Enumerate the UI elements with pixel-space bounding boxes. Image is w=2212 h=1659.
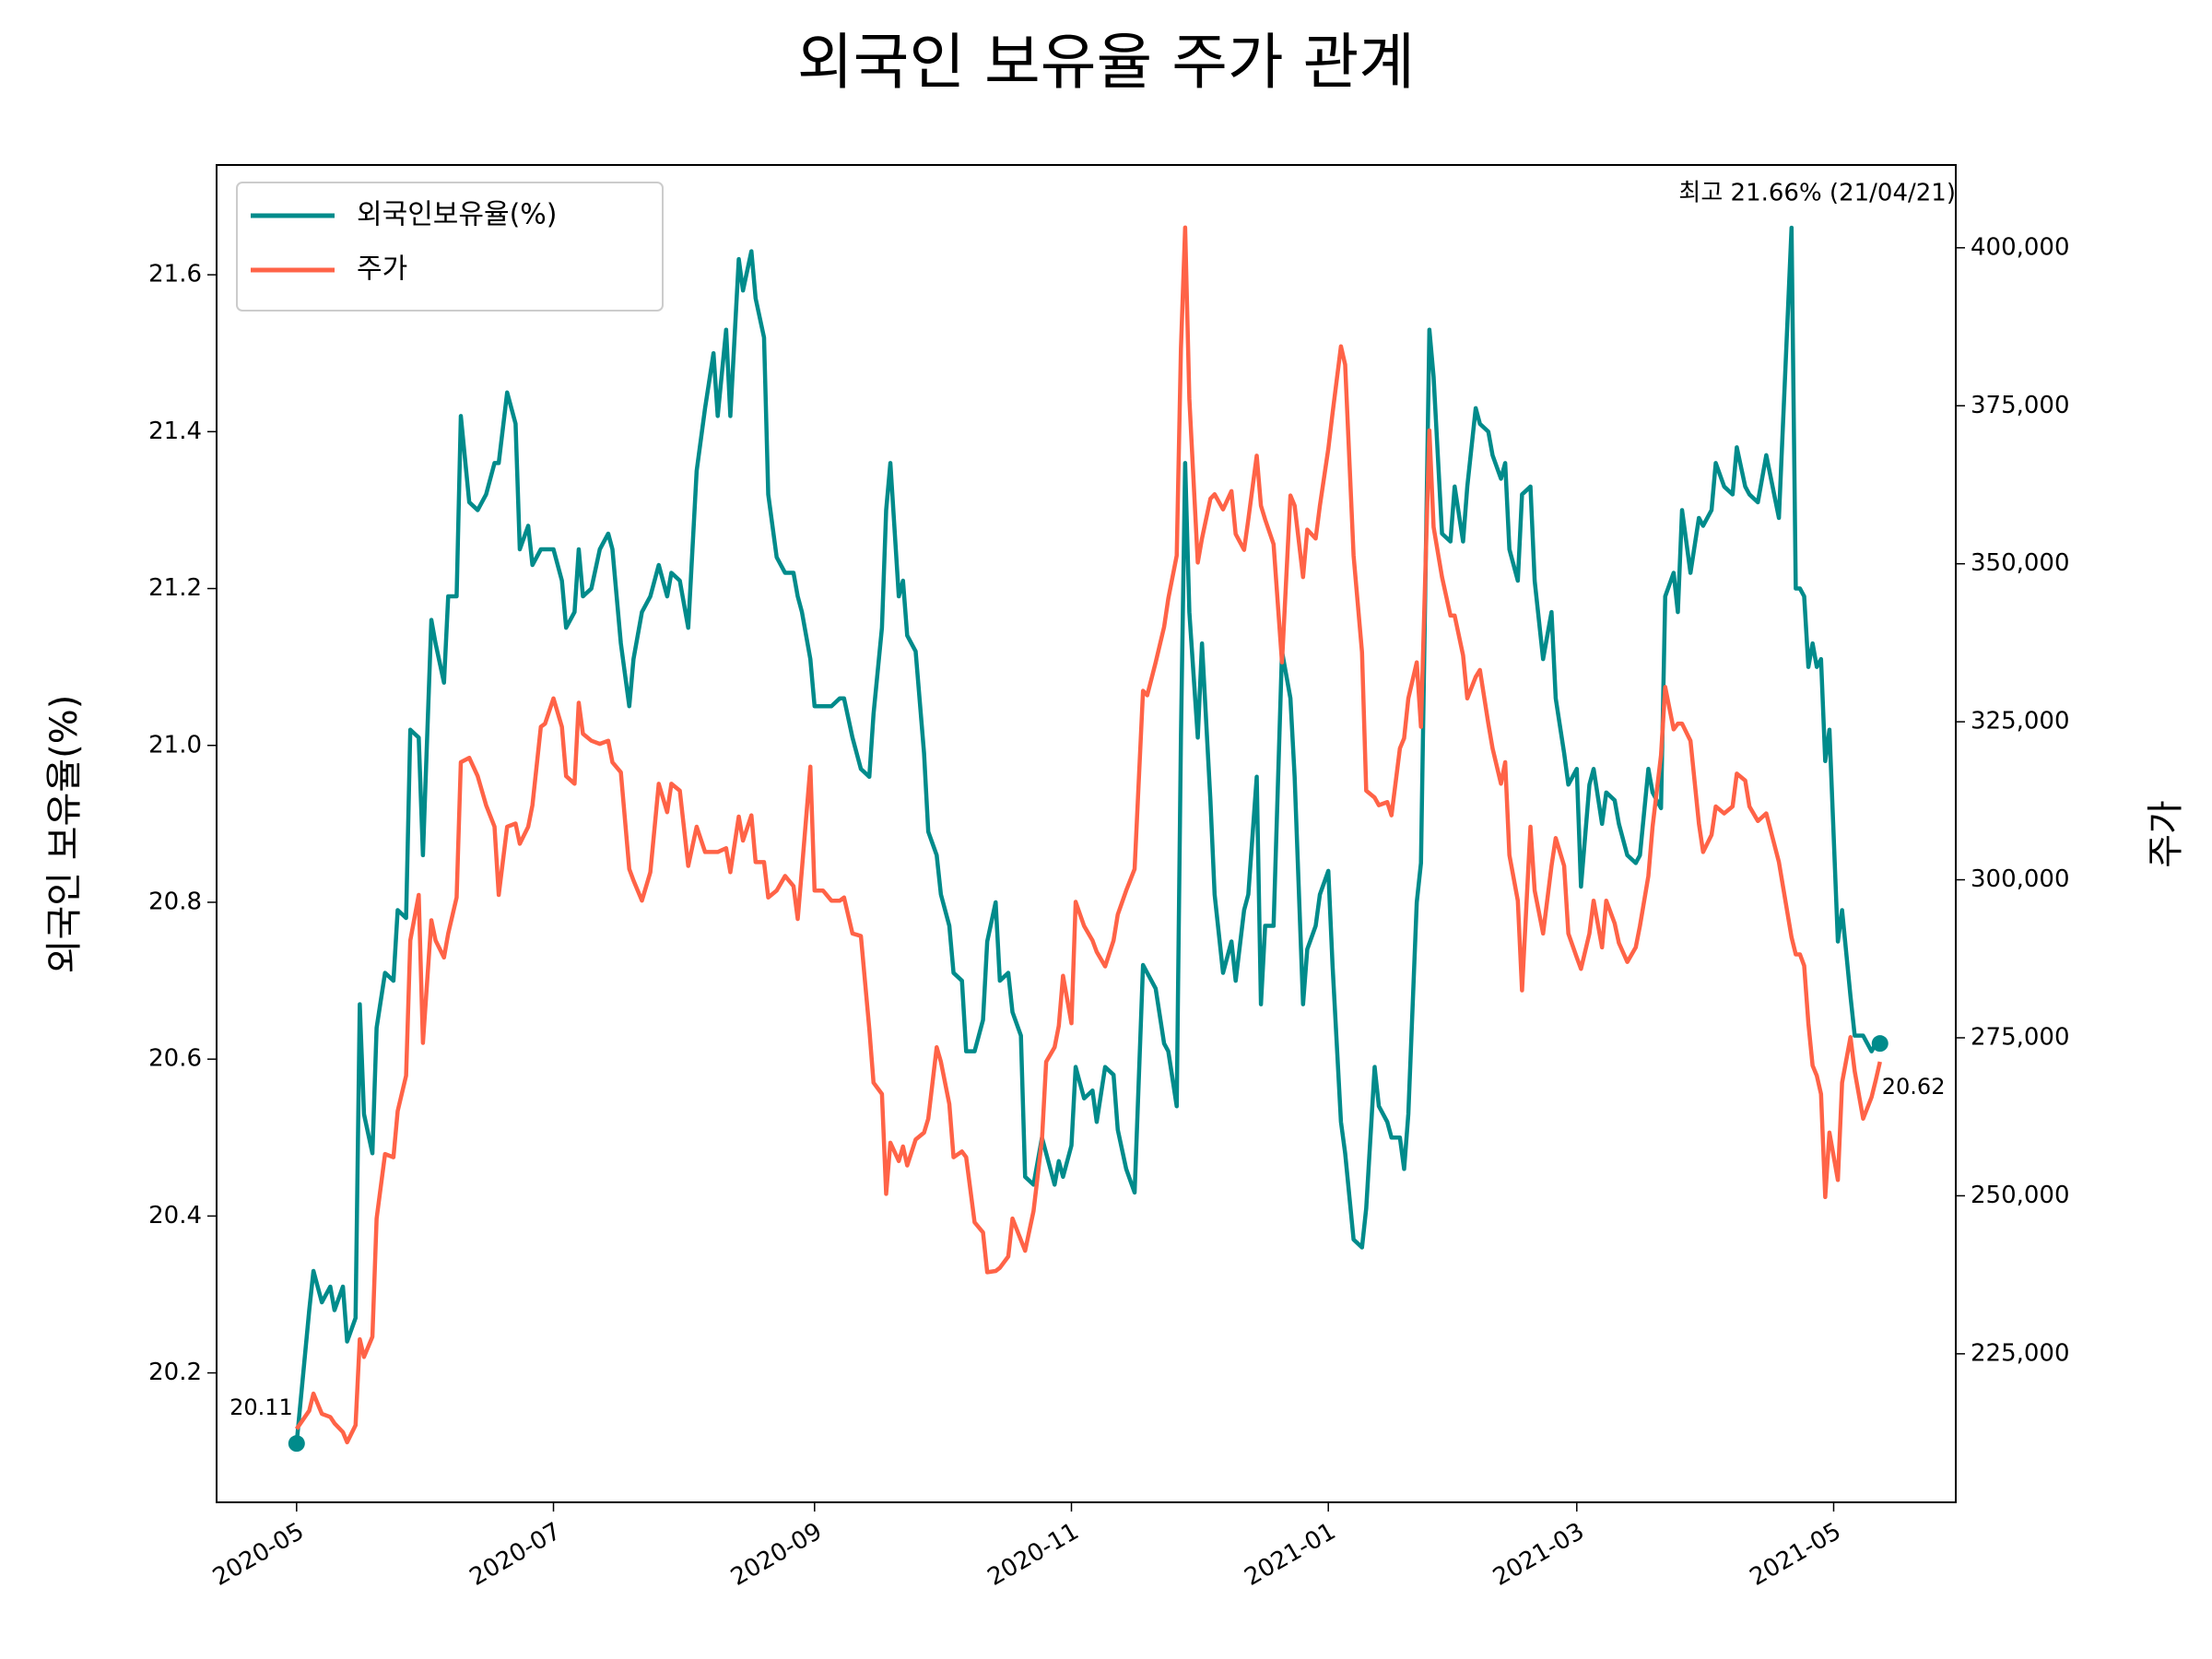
annotation: 20.62 — [1882, 1074, 1946, 1100]
legend-label: 주가 — [357, 253, 407, 286]
y2-tick-label: 375,000 — [1971, 392, 2070, 419]
point-marker — [1871, 1035, 1888, 1053]
data-line — [294, 225, 1882, 1445]
annotation: 20.11 — [229, 1394, 293, 1420]
y2-tick-label: 225,000 — [1971, 1339, 2070, 1367]
y-tick-label: 20.4 — [148, 1202, 202, 1230]
x-tick-label: 2020-11 — [983, 1518, 1084, 1592]
x-tick-label: 2021-03 — [1488, 1518, 1589, 1592]
x-tick-label: 2020-07 — [465, 1518, 566, 1592]
data-line — [294, 225, 1880, 1444]
legend-box — [236, 182, 664, 312]
y2-tick-label: 325,000 — [1971, 708, 2070, 735]
y2-tick-label: 350,000 — [1971, 549, 2070, 577]
chart-title: 외국인 보유율 주가 관계 — [797, 27, 1415, 98]
y-axis-label: 외국인 보유율(%) — [43, 695, 86, 974]
y-tick-label: 20.2 — [148, 1359, 202, 1386]
x-tick-label: 2021-01 — [1240, 1518, 1340, 1592]
y2-axis-label: 주가 — [2145, 800, 2187, 868]
legend-label: 외국인보유율(%) — [357, 199, 558, 231]
y-tick-label: 21.0 — [148, 731, 202, 759]
y2-tick-label: 275,000 — [1971, 1023, 2070, 1051]
y2-tick-label: 250,000 — [1971, 1182, 2070, 1209]
x-tick-label: 2020-09 — [726, 1518, 827, 1592]
y-tick-label: 21.2 — [148, 574, 202, 602]
y-tick-label: 20.6 — [148, 1045, 202, 1073]
plot-frame — [216, 164, 1957, 1503]
y2-tick-label: 300,000 — [1971, 865, 2070, 893]
y-tick-label: 21.4 — [148, 418, 202, 445]
annotation: 최고 21.66% (21/04/21) — [1678, 180, 1956, 207]
point-marker — [288, 1435, 305, 1453]
x-tick-label: 2021-05 — [1746, 1518, 1846, 1592]
y2-tick-label: 400,000 — [1971, 233, 2070, 261]
y-tick-label: 20.8 — [148, 888, 202, 915]
x-tick-label: 2020-05 — [208, 1518, 309, 1592]
y-tick-label: 21.6 — [148, 261, 202, 288]
